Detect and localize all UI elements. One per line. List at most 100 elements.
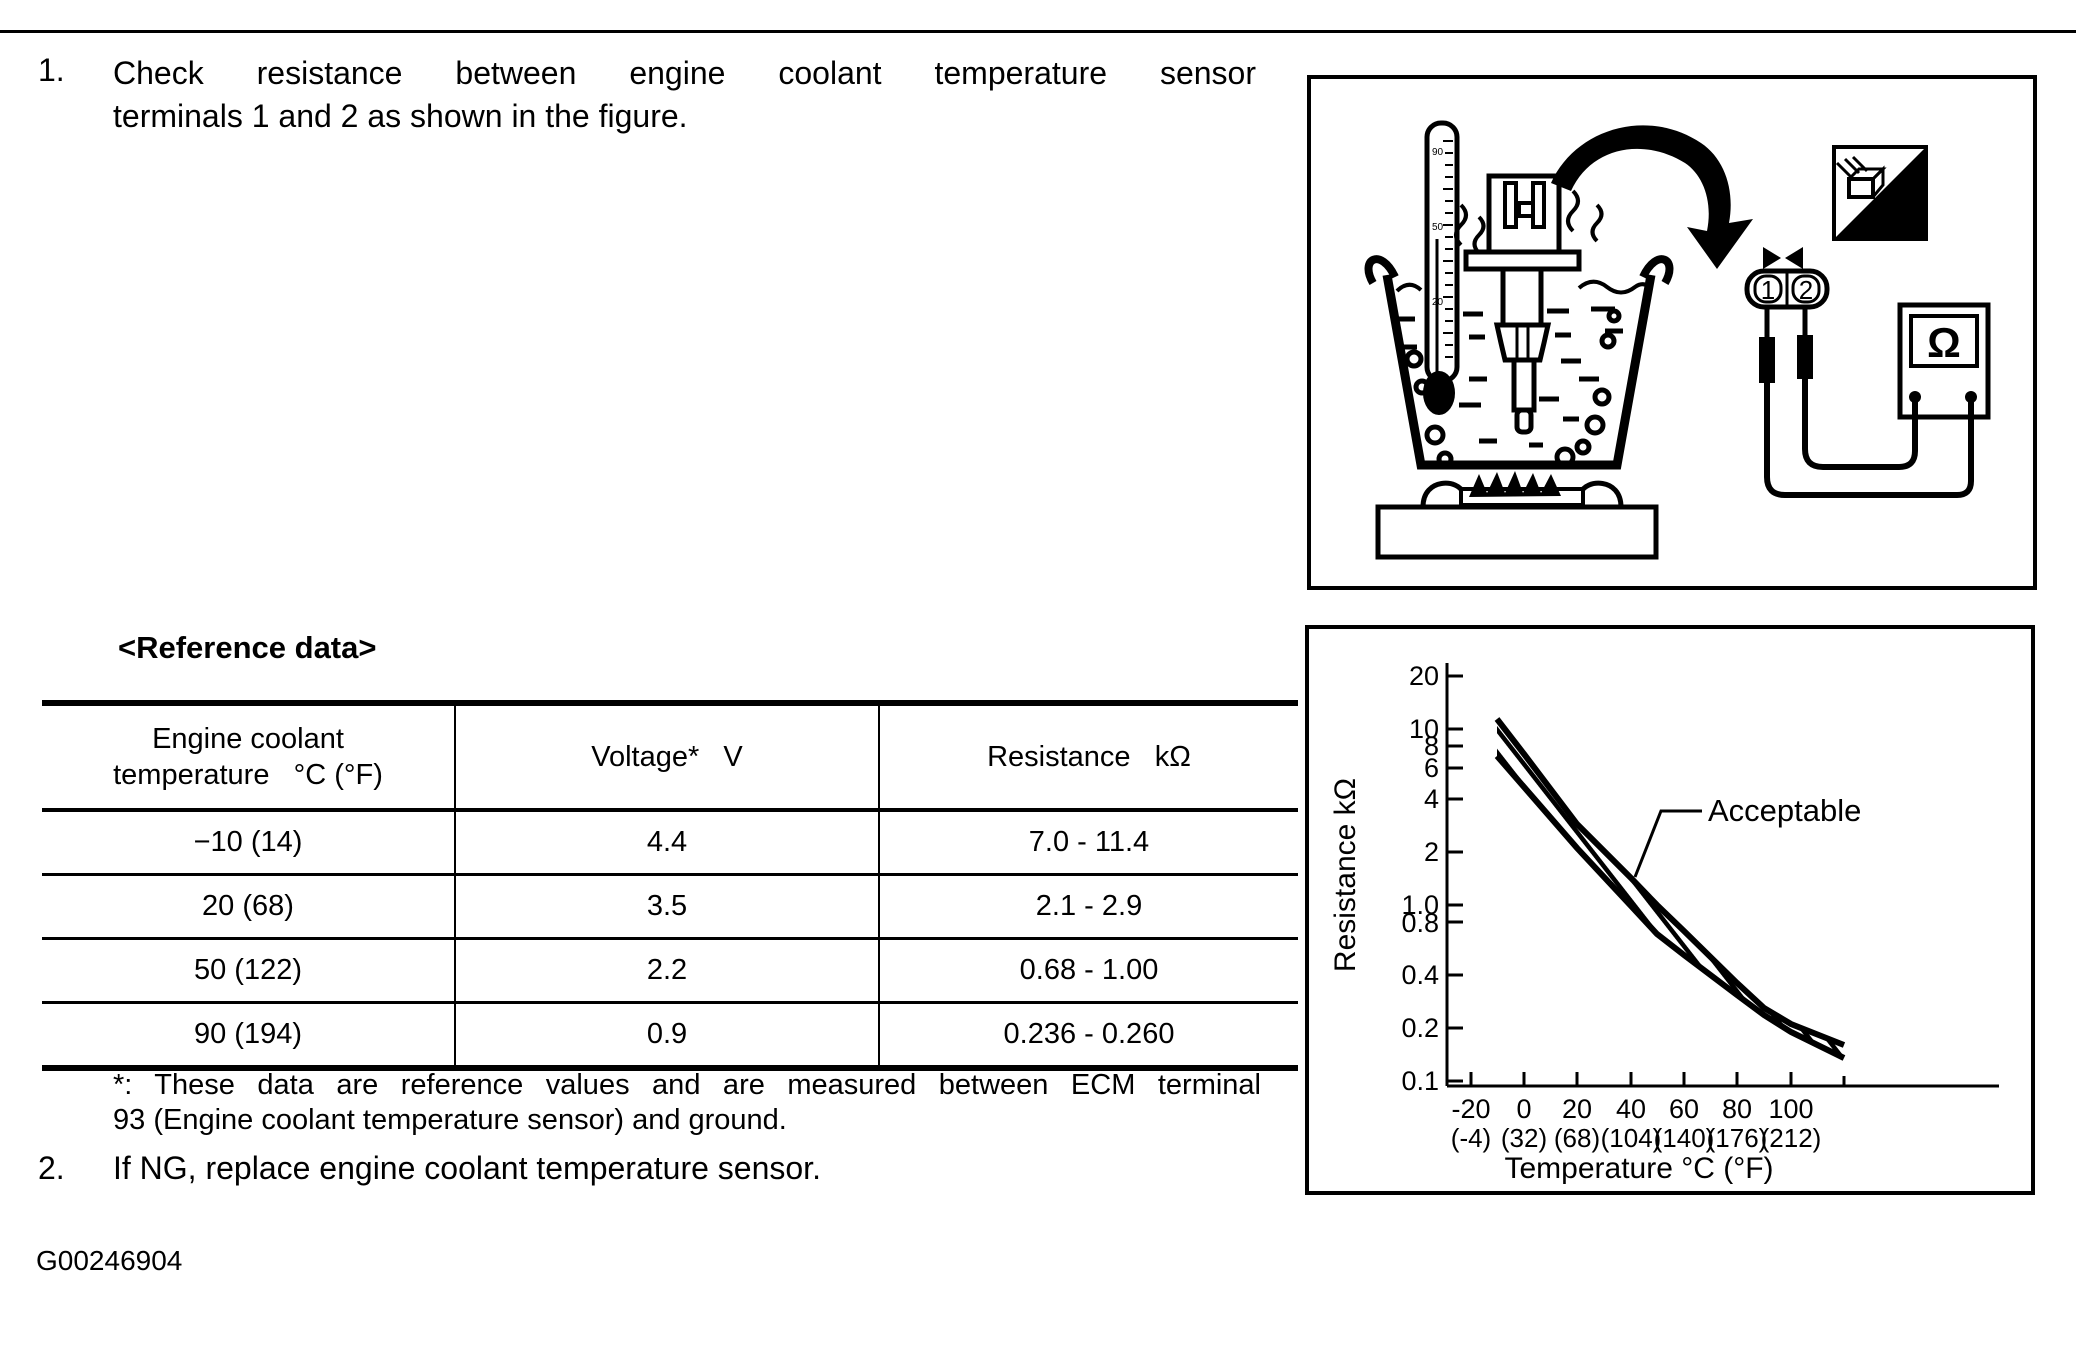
meter-terminal — [1965, 391, 1977, 403]
cell-resistance: 0.68 - 1.00 — [878, 938, 1298, 1004]
connector-sketch-icon — [1835, 155, 1887, 199]
cell-resistance: 0.236 - 0.260 — [878, 1002, 1298, 1068]
acceptable-band — [1497, 719, 1844, 1058]
svg-text:0.2: 0.2 — [1401, 1013, 1439, 1043]
water-surface-right — [1577, 279, 1650, 295]
scan-artifact-line — [0, 30, 2076, 33]
step2-text: If NG, replace engine coolant temperatur… — [113, 1150, 821, 1186]
meter-terminal — [1909, 391, 1921, 403]
step1-number: 1. — [38, 52, 65, 88]
svg-text:(104): (104) — [1601, 1123, 1662, 1153]
svg-text:4: 4 — [1424, 784, 1439, 814]
cell-temp: 90 (194) — [193, 1018, 302, 1050]
acceptable-band-upper-edge — [1494, 717, 1846, 1048]
thermometer-scale-ticks — [1443, 140, 1453, 358]
svg-text:80: 80 — [1722, 1094, 1752, 1124]
svg-text:(32): (32) — [1501, 1123, 1547, 1153]
svg-text:60: 60 — [1669, 1094, 1699, 1124]
bowtie-icon — [1763, 247, 1781, 269]
thermometer-bulb — [1423, 371, 1455, 415]
cell-temp: −10 (14) — [42, 810, 455, 876]
svg-text:(68): (68) — [1554, 1123, 1600, 1153]
reference-table-wrap: Engine coolant temperature °C (°F) Volta… — [42, 700, 1298, 1071]
cell-temp: 50 (122) — [42, 938, 455, 1004]
terminal-1-label: 1 — [1761, 275, 1775, 305]
cell-voltage: 0.9 — [454, 1002, 879, 1068]
reference-data-heading: <Reference data> — [118, 630, 377, 665]
cell-voltage: 3.5 — [454, 874, 879, 940]
beaker-left-rim — [1364, 255, 1399, 286]
svg-text:0.1: 0.1 — [1401, 1066, 1439, 1096]
col-header-resistance: Resistance kΩ — [878, 703, 1298, 812]
step1-line2: terminals 1 and 2 as shown in the figure… — [113, 98, 688, 134]
cell-resistance: 7.0 - 11.4 — [878, 810, 1298, 876]
acceptable-label: Acceptable — [1708, 793, 1861, 828]
pigtail-connector: 1 2 — [1744, 247, 1830, 310]
burner-flame — [1469, 471, 1561, 497]
table-row: 90 (194) 0.9 0.236 - 0.260 — [42, 1002, 1298, 1068]
table-row: −10 (14) 4.4 7.0 - 11.4 — [42, 810, 1298, 876]
svg-text:8: 8 — [1424, 731, 1439, 761]
svg-text:10: 10 — [1409, 714, 1439, 744]
beaker-right-rim — [1639, 255, 1674, 286]
step1-line1: Check resistance between engine coolant … — [113, 55, 1256, 91]
svg-text:(176): (176) — [1707, 1123, 1768, 1153]
cell-voltage: 4.4 — [454, 810, 879, 876]
y-axis-title: Resistance kΩ — [1329, 778, 1362, 972]
x-axis-ticks — [1469, 1072, 1846, 1086]
svg-text:0.4: 0.4 — [1401, 960, 1439, 990]
svg-text:0: 0 — [1516, 1094, 1531, 1124]
cell-resistance: 2.1 - 2.9 — [878, 874, 1298, 940]
acceptable-band-lower-edge — [1494, 754, 1846, 1061]
svg-text:0.8: 0.8 — [1401, 908, 1439, 938]
step2-number: 2. — [38, 1150, 65, 1186]
reference-table: Engine coolant temperature °C (°F) Volta… — [42, 700, 1298, 1071]
y-tick-labels: 20 10 8 6 4 2 1.0 0.8 0.4 0.2 0.1 — [1401, 661, 1439, 1096]
beaker — [1382, 274, 1656, 470]
col-header-voltage: Voltage* V — [454, 703, 879, 812]
svg-text:-20: -20 — [1451, 1094, 1490, 1124]
ts-badge-label: T.S. — [1874, 203, 1919, 233]
svg-text:1.0: 1.0 — [1401, 890, 1439, 920]
footnote-line1: *: These data are reference values and a… — [113, 1069, 1261, 1101]
svg-text:100: 100 — [1768, 1094, 1813, 1124]
figure-id: G00246904 — [36, 1245, 183, 1276]
svg-text:(-4): (-4) — [1451, 1123, 1491, 1153]
table-row: 50 (122) 2.2 0.68 - 1.00 — [42, 938, 1298, 1004]
bowtie-icon — [1785, 247, 1803, 269]
thermometer-tube — [1424, 120, 1460, 384]
thermometer-scale-90: 90 — [1432, 147, 1444, 158]
svg-text:2: 2 — [1424, 837, 1439, 867]
cell-voltage: 2.2 — [454, 938, 879, 1004]
thermometer-scale-50: 50 — [1432, 222, 1444, 233]
table-footnote: *: These data are reference values and a… — [113, 1068, 1261, 1138]
water-surface-left — [1395, 282, 1423, 293]
burner-base — [1375, 504, 1659, 560]
step1-text: Check resistance between engine coolant … — [113, 52, 1256, 138]
terminal-2-label: 2 — [1799, 275, 1813, 305]
x-axis-title: Temperature °C (°F) — [1504, 1152, 1773, 1185]
heat-squiggles — [1454, 189, 1604, 255]
thermometer-scale-20: 20 — [1432, 297, 1444, 308]
resistance-chart: 20 10 8 6 4 2 1.0 0.8 0.4 0.2 0.1 -20 0 … — [1305, 625, 2035, 1195]
resistance-chart-plot: 20 10 8 6 4 2 1.0 0.8 0.4 0.2 0.1 -20 0 … — [1329, 661, 1999, 1185]
burner-left-shoulder — [1420, 480, 1466, 510]
ohm-symbol: Ω — [1927, 319, 1961, 366]
ts-badge: T.S. — [1832, 145, 1928, 241]
burner-right-shoulder — [1578, 480, 1624, 510]
arrow-to-connector — [1551, 125, 1753, 269]
test-setup-drawing: 90 50 20 T.S. — [1364, 120, 1991, 560]
table-header-row: Engine coolant temperature °C (°F) Volta… — [42, 703, 1298, 812]
svg-text:(212): (212) — [1761, 1123, 1822, 1153]
svg-text:20: 20 — [1562, 1094, 1592, 1124]
svg-text:6: 6 — [1424, 753, 1439, 783]
y-axis-ticks — [1447, 674, 1463, 1083]
acceptable-leader-line — [1633, 809, 1702, 878]
svg-text:20: 20 — [1409, 661, 1439, 691]
test-leads — [1759, 307, 1977, 498]
test-setup-figure: 90 50 20 T.S. — [1307, 75, 2037, 590]
col-header-temperature: Engine coolant temperature °C (°F) — [42, 703, 455, 812]
svg-text:(140): (140) — [1654, 1123, 1715, 1153]
table-row: 20 (68) 3.5 2.1 - 2.9 — [42, 874, 1298, 940]
coolant-temp-sensor — [1463, 173, 1582, 435]
